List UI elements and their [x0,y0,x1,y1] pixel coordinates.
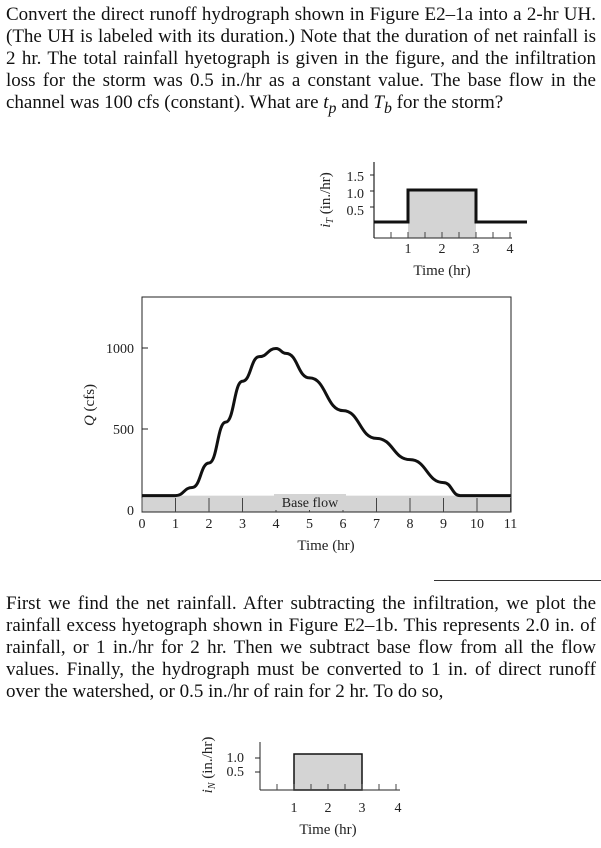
rainfall-excess-hyetograph: 1.0 0.5 1 2 3 4 Time (hr) iN (in./hr) [200,737,402,838]
x-tick-label: 1 [291,801,298,816]
x-tick-label: 7 [373,517,380,532]
y-tick-label: 1.0 [227,751,245,766]
y-tick-label: 500 [113,423,134,438]
y-tick-label: 0 [127,504,134,519]
x-tick-label: 4 [395,801,402,816]
x-tick-label: 2 [439,242,446,257]
x-tick-label: 1 [172,517,179,532]
x-tick-label: 2 [325,801,332,816]
x-minor-ticks [390,232,511,238]
x-tick-label: 10 [470,517,484,532]
x-minor-ticks [276,784,397,790]
tp-subscript: p [328,99,337,117]
x-tick-label: 8 [407,517,414,532]
y-tick-label: 1.5 [347,170,365,185]
total-rainfall-hyetograph: 1.5 1.0 0.5 1 2 3 4 Time (hr) iT (in./hr… [318,162,527,279]
x-tick-labels: 0 1 2 3 4 5 6 7 8 9 10 11 [139,517,518,532]
tb-variable: T [373,92,384,113]
x-tick-label: 6 [340,517,347,532]
tp-variable: t [323,92,329,113]
x-tick-label: 11 [504,517,517,532]
x-tick-label: 4 [273,517,280,532]
problem-and: and [336,92,374,113]
solution-text: First we find the net rainfall. After su… [6,593,596,702]
x-tick-label: 3 [239,517,246,532]
y-tick-label: 0.5 [227,765,245,780]
x-axis-label: Time (hr) [413,263,470,279]
y-tick-label: 0.5 [347,204,365,219]
section-divider [434,580,601,581]
hyetograph-fill [408,190,476,238]
x-tick-label: 1 [405,242,412,257]
x-tick-label: 9 [440,517,447,532]
problem-statement: Convert the direct runoff hydrograph sho… [6,4,596,120]
plot-frame [141,296,512,513]
y-axis-label: iN (in./hr) [200,737,218,794]
y-tick-label: 1.0 [347,187,365,202]
x-tick-label: 3 [359,801,366,816]
problem-text-a: Convert the direct runoff hydrograph sho… [6,4,596,113]
x-tick-label: 4 [507,242,514,257]
hydrograph-curve [142,346,511,498]
y-axis-label: Q (cfs) [82,384,98,426]
y-axis-label: iT (in./hr) [318,172,336,228]
x-tick-label: 3 [473,242,480,257]
x-tick-label: 5 [306,517,313,532]
x-tick-label: 0 [139,517,146,532]
hyetograph-step-line [374,188,527,224]
base-flow-label-bg [274,494,346,510]
x-axis-label: Time (hr) [299,822,356,838]
y-tick-label: 1000 [106,342,134,357]
runoff-hydrograph: 1000 500 0 0 1 2 3 4 5 6 7 8 9 10 11 Time (hr) Q (c… [82,296,518,554]
tb-subscript: b [383,99,392,117]
x-tick-label: 2 [206,517,213,532]
problem-text-b: for the storm? [391,92,504,113]
x-axis-label: Time (hr) [297,538,354,554]
base-flow-label: Base flow [282,496,339,511]
